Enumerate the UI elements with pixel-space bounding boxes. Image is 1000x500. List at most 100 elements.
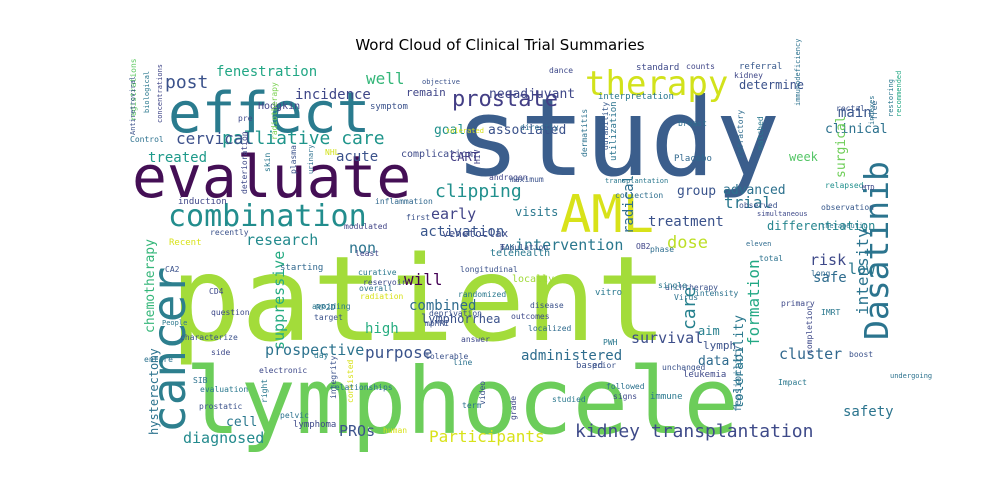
cloud-word: CD4 [209,287,224,296]
cloud-word: chemotherapy [143,239,158,333]
cloud-word: NHL [325,148,340,157]
cloud-word: will [404,270,443,289]
cloud-word: remain [406,86,446,99]
cloud-word: observation [821,203,874,212]
cloud-word: deterioration [240,131,249,194]
cloud-word: radiotherapy [270,82,279,140]
cloud-word: Placebo [674,154,712,164]
cloud-word: therapy [585,64,728,104]
cloud-word: right [260,379,269,403]
cloud-word: survival [631,329,703,347]
cloud-word: registrations [129,58,138,121]
cloud-word: tolerable [425,352,469,361]
cloud-word: refractory [736,110,745,158]
cloud-word: MTD [862,184,875,192]
cloud-word: transplantation [605,177,668,185]
cloud-word: biological [143,71,151,113]
cloud-word: inflammation [375,197,433,206]
cloud-word: dance [549,66,573,75]
cloud-word: kidney [734,71,763,80]
cloud-word: intensity [853,228,872,315]
cloud-word: PWH [603,338,618,347]
cloud-word: first [406,213,430,222]
cloud-word: Antiretroviral [129,76,137,135]
cloud-word: dose [667,233,708,253]
cloud-word: overall [359,284,393,293]
cloud-word: radiation [360,292,404,301]
cloud-word: avoiding [312,302,351,311]
cloud-word: activation [420,224,504,240]
cloud-word: standard [636,63,679,73]
cloud-word: relationships [330,383,393,392]
cloud-word: determine [739,78,804,92]
cloud-word: combined [409,298,476,314]
cloud-word: group [677,184,716,199]
cloud-word: plasma [289,145,298,174]
cloud-word: electronic [259,366,307,375]
cloud-word: well [366,69,405,88]
cloud-word: lymphoma [293,420,336,430]
cloud-word: observed [739,201,778,210]
cloud-word: treated [148,150,207,166]
cloud-word: objective [422,78,460,86]
cloud-word: relapsed [825,181,864,190]
cloud-word: SIB [193,376,208,385]
cloud-word: aim [698,324,720,338]
cloud-word: kidney transplantation [575,421,813,442]
cloud-word: advanced [723,183,786,198]
cloud-word: lymphorrhea [421,312,500,326]
cloud-word: T [500,243,505,252]
cloud-word: longitudinal [460,265,518,274]
cloud-word: integrity [329,355,338,399]
cloud-word: studied [552,395,586,404]
cloud-word: starting [280,263,323,273]
cloud-word: line [453,358,472,367]
cloud-word: immunodeficiency [794,39,802,106]
cloud-word: trial [724,193,772,212]
cloud-word: leukemia [683,370,726,380]
cloud-word: referral [739,62,782,72]
cloud-word: curative [358,268,397,277]
cloud-word: post [165,72,208,93]
cloud-word: cluster [779,345,842,363]
cloud-word: rectal [836,104,865,113]
cloud-word: safety [843,404,894,420]
cloud-word: hysterectomy [147,348,161,435]
cloud-word: durability [601,102,610,150]
cloud-word: long [811,269,830,278]
cloud-word: safe [813,270,847,286]
cloud-word: term [462,401,481,410]
cloud-word: RP2D [316,303,335,312]
cloud-word: fenestration [216,64,317,80]
cloud-word: Impact [778,378,807,387]
cloud-word: visits [515,205,558,219]
cloud-word: radical [621,175,637,234]
word-cloud-canvas [128,60,900,446]
cloud-word: non [349,239,376,257]
cloud-word: treatment [648,214,724,230]
cloud-word: signs [613,392,637,401]
cloud-word: differentiation [767,219,875,233]
cloud-word: acute [336,149,378,165]
cloud-word: eleven [746,240,771,248]
cloud-word: purpose [365,343,432,362]
cloud-word: evaluate [132,143,411,211]
cloud-word: suppressive [270,251,288,350]
cloud-word: CART [450,150,479,164]
cloud-word: answer [461,335,490,344]
cloud-word: clipping [435,181,522,202]
cloud-word: patient [170,230,667,368]
cloud-word: followed [606,382,645,391]
cloud-word: utilization [609,101,619,161]
cloud-word: reservoir [363,278,407,287]
cloud-word: question [211,308,250,317]
cloud-word: entire [144,355,173,364]
cloud-word: care [679,287,700,330]
cloud-word: formation [744,259,763,346]
cloud-word: low [848,260,876,278]
cloud-word: indexes [868,95,876,125]
cloud-word: Recent [169,238,202,248]
cloud-word: Hodgkin [258,101,300,112]
cloud-word: mpMRI [425,319,449,328]
